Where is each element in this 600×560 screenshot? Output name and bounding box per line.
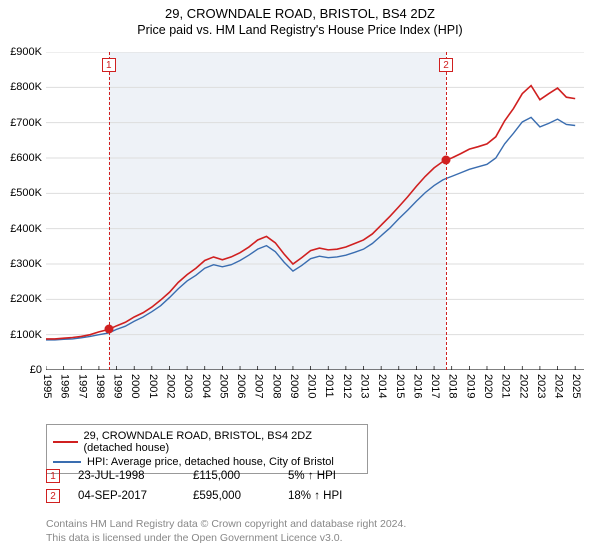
y-tick-label: £300K [10, 258, 42, 270]
footer-line-1: Contains HM Land Registry data © Crown c… [46, 518, 582, 532]
page-title: 29, CROWNDALE ROAD, BRISTOL, BS4 2DZ [0, 6, 600, 21]
y-tick-label: £600K [10, 152, 42, 164]
x-tick-label: 2012 [341, 374, 353, 398]
x-tick-label: 2005 [217, 374, 229, 398]
x-axis: 1995199619971998199920002001200220032004… [46, 372, 584, 424]
x-tick-label: 2013 [359, 374, 371, 398]
marker-pct: 5% ↑ HPI [288, 470, 398, 482]
legend-swatch [53, 461, 81, 463]
markers-table: 1 23-JUL-1998£115,0005% ↑ HPI 2 04-SEP-2017… [46, 466, 546, 506]
x-tick-label: 1995 [41, 374, 53, 398]
x-tick-label: 1999 [112, 374, 124, 398]
marker-badge: 1 [46, 469, 60, 483]
x-tick-label: 2024 [553, 374, 565, 398]
legend-swatch [53, 441, 78, 443]
x-tick-label: 2000 [129, 374, 141, 398]
x-tick-label: 2002 [164, 374, 176, 398]
marker-price: £595,000 [193, 490, 288, 502]
x-tick-label: 2003 [182, 374, 194, 398]
x-tick-label: 2009 [288, 374, 300, 398]
marker-dot [442, 155, 451, 164]
legend-row: 29, CROWNDALE ROAD, BRISTOL, BS4 2DZ (de… [53, 429, 361, 455]
x-tick-label: 2006 [235, 374, 247, 398]
y-axis: £0£100K£200K£300K£400K£500K£600K£700K£80… [0, 52, 46, 370]
x-tick-label: 2008 [270, 374, 282, 398]
marker-number-badge: 2 [439, 58, 453, 72]
x-tick-label: 1998 [94, 374, 106, 398]
title-block: 29, CROWNDALE ROAD, BRISTOL, BS4 2DZ Pri… [0, 0, 600, 39]
x-tick-label: 1997 [76, 374, 88, 398]
y-tick-label: £800K [10, 81, 42, 93]
x-tick-label: 2018 [447, 374, 459, 398]
plot-area: 12 [46, 52, 584, 370]
page-subtitle: Price paid vs. HM Land Registry's House … [0, 23, 600, 37]
footer: Contains HM Land Registry data © Crown c… [46, 518, 582, 545]
y-tick-label: £400K [10, 223, 42, 235]
marker-table-row: 1 23-JUL-1998£115,0005% ↑ HPI [46, 466, 546, 486]
y-tick-label: £500K [10, 187, 42, 199]
marker-badge: 2 [46, 489, 60, 503]
marker-number-badge: 1 [102, 58, 116, 72]
x-tick-label: 2017 [429, 374, 441, 398]
marker-dot [104, 325, 113, 334]
x-tick-label: 2001 [147, 374, 159, 398]
marker-date: 23-JUL-1998 [78, 470, 193, 482]
marker-pct: 18% ↑ HPI [288, 490, 398, 502]
x-tick-label: 2025 [570, 374, 582, 398]
x-tick-label: 2023 [535, 374, 547, 398]
x-tick-label: 2014 [376, 374, 388, 398]
x-tick-label: 2016 [411, 374, 423, 398]
x-tick-label: 2021 [500, 374, 512, 398]
marker-table-row: 2 04-SEP-2017£595,00018% ↑ HPI [46, 486, 546, 506]
x-tick-label: 1996 [59, 374, 71, 398]
chart-svg [46, 52, 584, 370]
x-tick-label: 2010 [306, 374, 318, 398]
marker-price: £115,000 [193, 470, 288, 482]
legend-label: 29, CROWNDALE ROAD, BRISTOL, BS4 2DZ (de… [84, 430, 362, 454]
y-tick-label: £200K [10, 293, 42, 305]
x-tick-label: 2011 [323, 374, 335, 398]
marker-date: 04-SEP-2017 [78, 490, 193, 502]
marker-vline [109, 52, 110, 370]
x-tick-label: 2019 [464, 374, 476, 398]
x-tick-label: 2020 [482, 374, 494, 398]
footer-line-2: This data is licensed under the Open Gov… [46, 532, 582, 546]
marker-vline [446, 52, 447, 370]
y-tick-label: £100K [10, 329, 42, 341]
x-tick-label: 2015 [394, 374, 406, 398]
x-tick-label: 2007 [253, 374, 265, 398]
y-tick-label: £700K [10, 117, 42, 129]
chart-container: 29, CROWNDALE ROAD, BRISTOL, BS4 2DZ Pri… [0, 0, 600, 560]
x-tick-label: 2022 [517, 374, 529, 398]
x-tick-label: 2004 [200, 374, 212, 398]
y-tick-label: £900K [10, 46, 42, 58]
